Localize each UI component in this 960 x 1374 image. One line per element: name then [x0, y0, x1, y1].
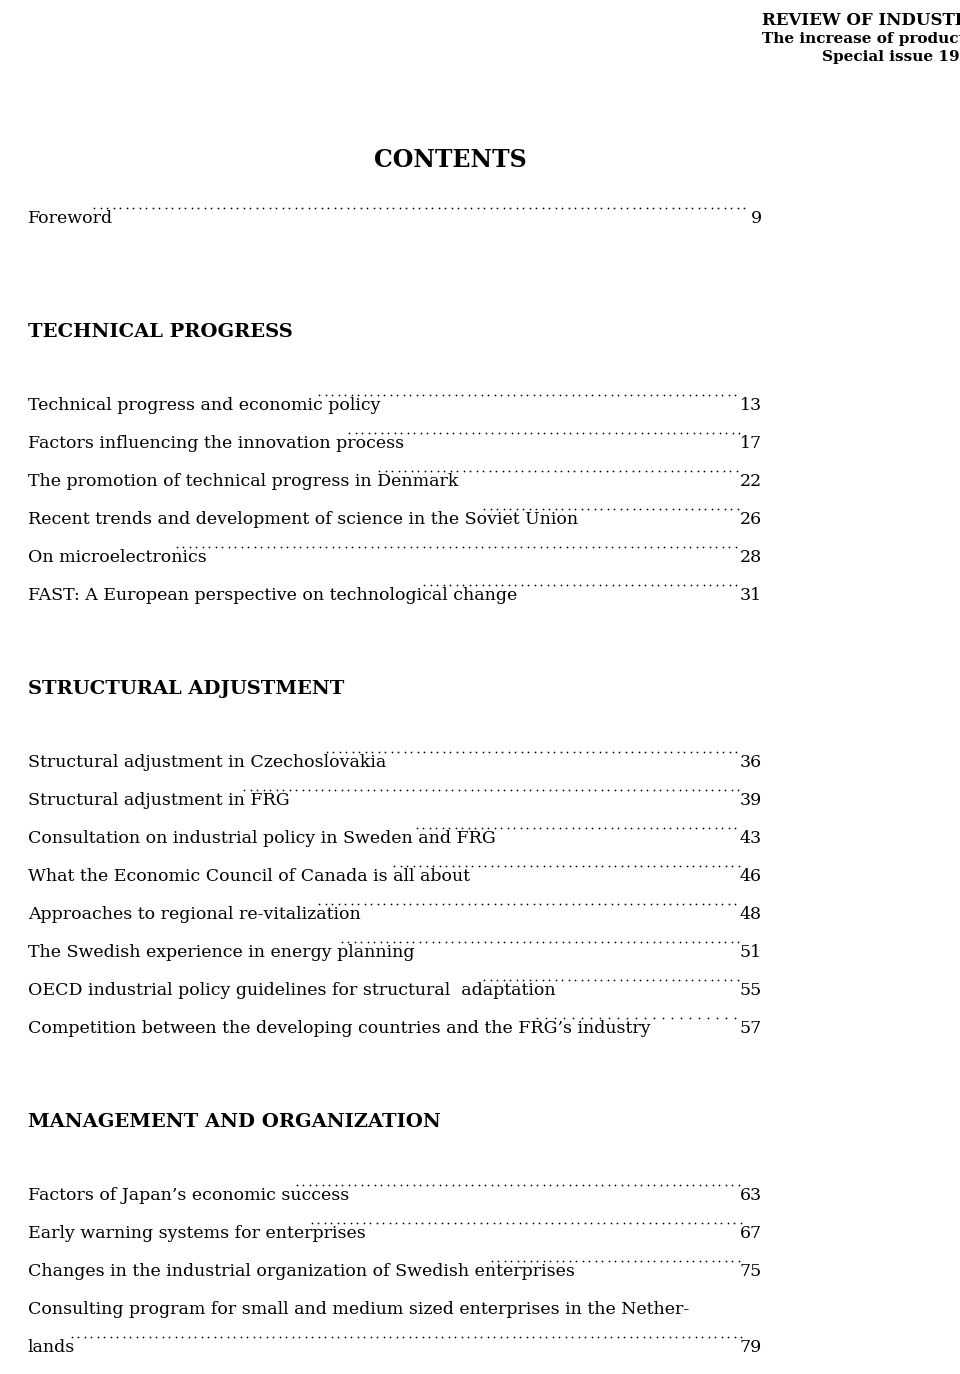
- Text: Competition between the developing countries and the FRG’s industry: Competition between the developing count…: [28, 1020, 651, 1037]
- Text: REVIEW OF INDUSTRIAL ECONOMICS: REVIEW OF INDUSTRIAL ECONOMICS: [762, 12, 960, 29]
- Text: 36: 36: [740, 754, 762, 771]
- Text: 39: 39: [740, 791, 762, 809]
- Text: Factors of Japan’s economic success: Factors of Japan’s economic success: [28, 1187, 349, 1204]
- Text: STRUCTURAL ADJUSTMENT: STRUCTURAL ADJUSTMENT: [28, 680, 345, 698]
- Text: 79: 79: [740, 1340, 762, 1356]
- Text: The increase of productivity and efficiency: The increase of productivity and efficie…: [762, 32, 960, 45]
- Text: 51: 51: [740, 944, 762, 960]
- Text: The Swedish experience in energy planning: The Swedish experience in energy plannin…: [28, 944, 415, 960]
- Text: On microelectronics: On microelectronics: [28, 550, 206, 566]
- Text: OECD industrial policy guidelines for structural  adaptation: OECD industrial policy guidelines for st…: [28, 982, 556, 999]
- Text: Changes in the industrial organization of Swedish enterprises: Changes in the industrial organization o…: [28, 1263, 575, 1281]
- Text: Early warning systems for enterprises: Early warning systems for enterprises: [28, 1226, 366, 1242]
- Text: MANAGEMENT AND ORGANIZATION: MANAGEMENT AND ORGANIZATION: [28, 1113, 441, 1131]
- Text: 55: 55: [740, 982, 762, 999]
- Text: Special issue 1983: Special issue 1983: [822, 49, 960, 65]
- Text: 46: 46: [740, 868, 762, 885]
- Text: Consultation on industrial policy in Sweden and FRG: Consultation on industrial policy in Swe…: [28, 830, 495, 846]
- Text: 31: 31: [740, 587, 762, 605]
- Text: Structural adjustment in Czechoslovakia: Structural adjustment in Czechoslovakia: [28, 754, 386, 771]
- Text: 17: 17: [740, 436, 762, 452]
- Text: TECHNICAL PROGRESS: TECHNICAL PROGRESS: [28, 323, 293, 341]
- Text: Approaches to regional re-vitalization: Approaches to regional re-vitalization: [28, 905, 361, 923]
- Text: 48: 48: [740, 905, 762, 923]
- Text: 57: 57: [740, 1020, 762, 1037]
- Text: CONTENTS: CONTENTS: [373, 148, 526, 172]
- Text: 67: 67: [740, 1226, 762, 1242]
- Text: lands: lands: [28, 1340, 75, 1356]
- Text: 28: 28: [740, 550, 762, 566]
- Text: 75: 75: [740, 1263, 762, 1281]
- Text: Consulting program for small and medium sized enterprises in the Nether-: Consulting program for small and medium …: [28, 1301, 689, 1318]
- Text: FAST: A European perspective on technological change: FAST: A European perspective on technolo…: [28, 587, 517, 605]
- Text: Factors influencing the innovation process: Factors influencing the innovation proce…: [28, 436, 404, 452]
- Text: The promotion of technical progress in Denmark: The promotion of technical progress in D…: [28, 473, 458, 491]
- Text: 9: 9: [751, 210, 762, 227]
- Text: 43: 43: [740, 830, 762, 846]
- Text: What the Economic Council of Canada is all about: What the Economic Council of Canada is a…: [28, 868, 470, 885]
- Text: Foreword: Foreword: [28, 210, 113, 227]
- Text: 22: 22: [740, 473, 762, 491]
- Text: Recent trends and development of science in the Soviet Union: Recent trends and development of science…: [28, 511, 578, 528]
- Text: Technical progress and economic policy: Technical progress and economic policy: [28, 397, 380, 414]
- Text: Structural adjustment in FRG: Structural adjustment in FRG: [28, 791, 290, 809]
- Text: 26: 26: [740, 511, 762, 528]
- Text: 63: 63: [740, 1187, 762, 1204]
- Text: 13: 13: [740, 397, 762, 414]
